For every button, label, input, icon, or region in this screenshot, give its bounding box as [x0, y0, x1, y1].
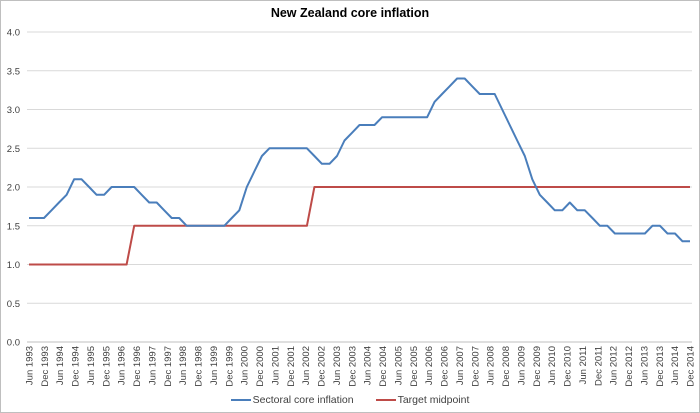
x-tick-label: Dec 2005	[409, 346, 420, 387]
legend-swatch-red	[375, 399, 396, 401]
x-tick-label: Jun 1999	[209, 346, 220, 385]
x-tick-label: Jun 1998	[178, 346, 189, 385]
x-tick-label: Dec 1997	[163, 346, 174, 387]
x-tick-label: Dec 2007	[470, 346, 481, 387]
y-tick-label: 2.0	[7, 183, 20, 194]
y-tick-label: 3.0	[7, 105, 20, 116]
x-tick-label: Dec 1996	[132, 346, 143, 387]
x-tick-label: Jun 2012	[609, 346, 620, 385]
gridlines	[27, 31, 692, 343]
x-tick-label: Dec 2006	[440, 346, 451, 387]
x-tick-label: Dec 2011	[593, 346, 604, 386]
x-tick-label: Dec 1993	[40, 346, 51, 387]
legend-label: Target midpoint	[397, 394, 470, 406]
legend-swatch-blue	[230, 399, 251, 401]
x-tick-label: Dec 2003	[347, 346, 358, 387]
series-lines	[29, 77, 690, 266]
x-axis: Jun 1993 Dec 1993 Jun 1994 Dec 1994 Jun 1995…	[25, 346, 697, 387]
legend: Sectoral core inflation Target midpoint	[0, 394, 700, 406]
x-tick-label: Dec 2014	[686, 346, 697, 387]
x-tick-label: Jun 2013	[639, 346, 650, 385]
x-tick-label: Dec 1995	[101, 346, 112, 387]
x-tick-label: Jun 2007	[455, 346, 466, 385]
x-tick-label: Jun 1995	[86, 346, 97, 385]
x-tick-label: Dec 2012	[624, 346, 635, 387]
x-tick-label: Dec 2000	[255, 346, 266, 387]
x-tick-label: Jun 1997	[147, 346, 158, 385]
target-midpoint-line	[29, 186, 690, 266]
x-tick-label: Jun 2002	[301, 346, 312, 385]
y-tick-label: 2.5	[7, 144, 20, 155]
x-tick-label: Jun 2006	[424, 346, 435, 385]
x-tick-label: Jun 1994	[55, 346, 66, 385]
x-tick-label: Jun 2010	[547, 346, 558, 385]
x-tick-label: Dec 2002	[317, 346, 328, 387]
x-tick-label: Jun 2003	[332, 346, 343, 385]
sectoral-core-inflation-line	[29, 77, 690, 243]
y-tick-label: 1.5	[7, 221, 20, 232]
y-tick-label: 0.0	[7, 338, 20, 349]
x-tick-label: Jun 2008	[486, 346, 497, 385]
x-tick-label: Jun 2009	[516, 346, 527, 385]
x-tick-label: Jun 2005	[393, 346, 404, 385]
x-tick-label: Dec 2004	[378, 346, 389, 387]
x-tick-label: Dec 2010	[563, 346, 574, 387]
x-tick-label: Dec 1994	[71, 346, 82, 387]
chart-title: New Zealand core inflation	[270, 6, 430, 20]
x-tick-label: Dec 2009	[532, 346, 543, 387]
x-tick-label: Jun 2001	[270, 346, 281, 385]
legend-label: Sectoral core inflation	[252, 394, 354, 406]
x-tick-label: Dec 2001	[286, 346, 297, 387]
y-tick-label: 1.0	[7, 260, 20, 271]
x-tick-label: Dec 2013	[655, 346, 666, 387]
x-tick-label: Jun 1993	[25, 346, 36, 385]
x-tick-label: Jun 2014	[670, 346, 681, 385]
y-tick-label: 0.5	[7, 299, 20, 310]
legend-item-target: Target midpoint	[375, 394, 470, 406]
y-tick-label: 4.0	[7, 28, 20, 39]
x-tick-label: Jun 2004	[363, 346, 374, 385]
x-tick-label: Jun 1996	[117, 346, 128, 385]
y-axis: 0.0 0.5 1.0 1.5 2.0 2.5 3.0 3.5 4.0	[7, 28, 20, 349]
y-tick-label: 3.5	[7, 66, 20, 77]
x-tick-label: Dec 2008	[501, 346, 512, 387]
x-tick-label: Jun 2000	[240, 346, 251, 385]
x-tick-label: Dec 1999	[224, 346, 235, 387]
legend-item-sectoral: Sectoral core inflation	[230, 394, 354, 406]
x-tick-label: Jun 2011	[578, 346, 589, 384]
x-tick-label: Dec 1998	[194, 346, 205, 387]
